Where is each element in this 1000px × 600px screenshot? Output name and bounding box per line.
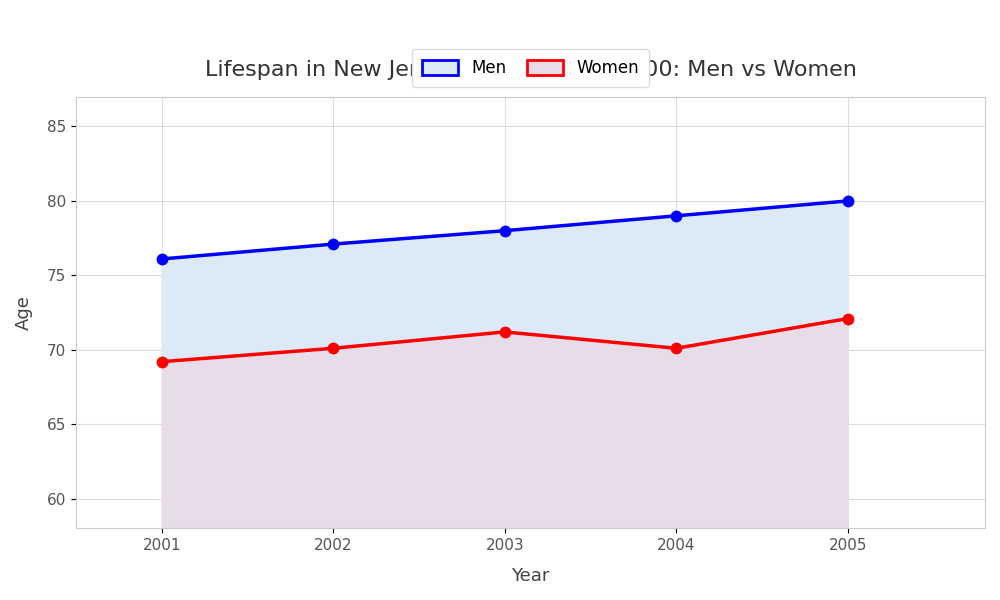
Y-axis label: Age: Age (15, 295, 33, 330)
Line: Men: Men (157, 196, 853, 264)
Women (842, 315, 854, 322)
Line: Women: Women (157, 314, 853, 367)
Men (842, 197, 854, 205)
Women (670, 344, 682, 352)
Legend: Men, Women: Men, Women (412, 49, 649, 87)
Men (156, 256, 168, 263)
X-axis label: Year: Year (511, 567, 550, 585)
Men (670, 212, 682, 220)
Women (499, 328, 511, 335)
Title: Lifespan in New Jersey from 1961 to 2000: Men vs Women: Lifespan in New Jersey from 1961 to 2000… (205, 60, 856, 80)
Women (156, 358, 168, 365)
Women (327, 344, 339, 352)
Men (327, 241, 339, 248)
Men (499, 227, 511, 234)
